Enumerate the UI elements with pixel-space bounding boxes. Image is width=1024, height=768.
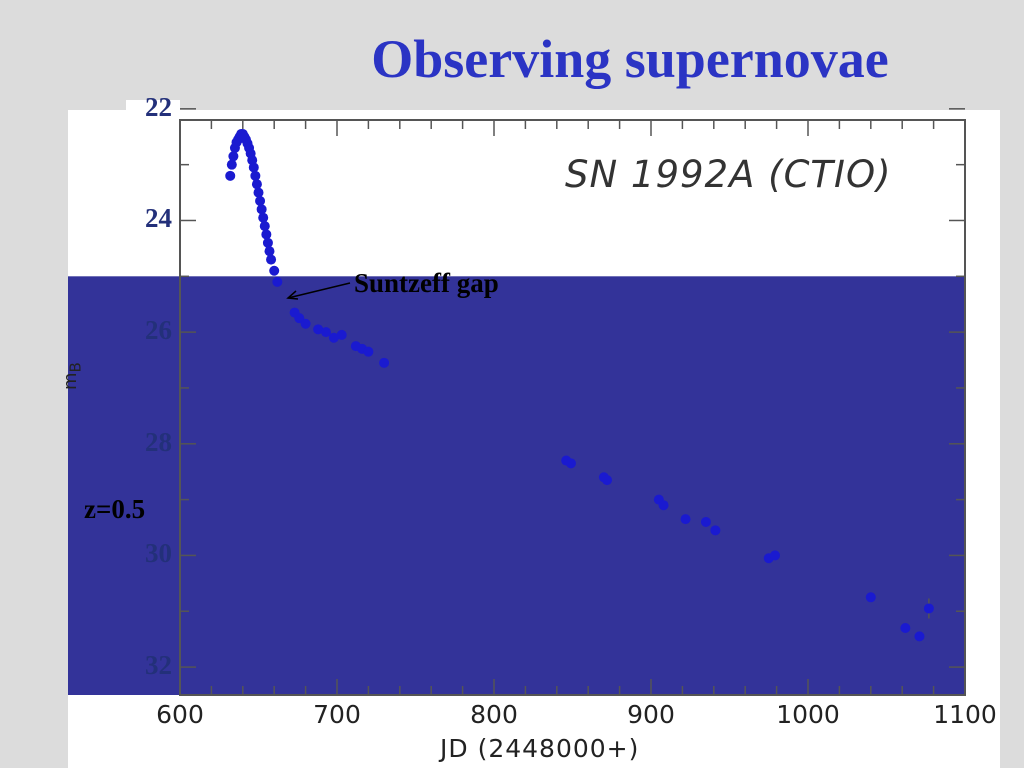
x-tick-label: 1000 <box>776 700 840 729</box>
y-tick-label: 30 <box>145 538 172 569</box>
x-tick-label: 800 <box>470 700 518 729</box>
data-point <box>258 212 269 223</box>
data-point <box>680 514 691 525</box>
data-point <box>565 458 576 469</box>
data-point <box>251 179 262 190</box>
data-point <box>225 170 236 181</box>
plot-frame <box>179 119 966 696</box>
data-point <box>313 324 324 335</box>
data-point <box>336 329 347 340</box>
y-tick-label: 22 <box>145 91 172 122</box>
x-tick-label: 900 <box>627 700 675 729</box>
x-tick-label: 1100 <box>933 700 997 729</box>
y-tick-label: 26 <box>145 315 172 346</box>
gap-arrowhead <box>286 290 299 300</box>
data-point <box>248 162 259 173</box>
x-tick-label: 600 <box>156 700 204 729</box>
y-tick-label: 24 <box>145 203 172 234</box>
data-point <box>259 221 270 232</box>
data-point <box>658 500 669 511</box>
data-point <box>255 195 266 206</box>
data-point <box>710 525 721 536</box>
slide-title: Observing supernovae <box>371 29 889 89</box>
data-points <box>225 128 934 642</box>
data-point <box>321 327 332 338</box>
data-point <box>269 265 280 276</box>
data-point <box>262 237 273 248</box>
chart-annotation: SN 1992A (CTIO) <box>565 153 892 196</box>
data-point <box>865 592 876 603</box>
data-point <box>363 346 374 357</box>
redshift-label: z=0.5 <box>84 494 146 524</box>
data-point <box>379 357 390 368</box>
data-point <box>253 187 264 198</box>
data-point <box>900 623 911 634</box>
shaded-region <box>68 276 965 695</box>
y-tick-label: 28 <box>145 426 172 457</box>
data-point <box>770 550 781 561</box>
gap-arrow <box>287 282 351 299</box>
data-point <box>272 276 283 287</box>
x-tick-label: 700 <box>313 700 361 729</box>
data-point <box>226 159 237 170</box>
suntzeff-gap-label: Suntzeff gap <box>354 268 499 298</box>
y-axis-title: mB <box>60 362 85 390</box>
data-point <box>328 332 339 343</box>
data-point <box>700 516 711 527</box>
data-point <box>602 475 613 486</box>
y-axis-subscript: B <box>66 362 85 373</box>
data-point <box>264 246 275 257</box>
data-point <box>300 318 311 329</box>
x-axis-title: JD (2448000+) <box>440 734 640 763</box>
data-point <box>923 603 934 614</box>
data-point <box>914 631 925 642</box>
data-point <box>256 204 267 215</box>
y-tick-label: 32 <box>145 650 172 681</box>
data-point <box>228 151 239 162</box>
data-point <box>266 254 277 265</box>
data-point <box>250 170 261 181</box>
data-point <box>261 229 272 240</box>
